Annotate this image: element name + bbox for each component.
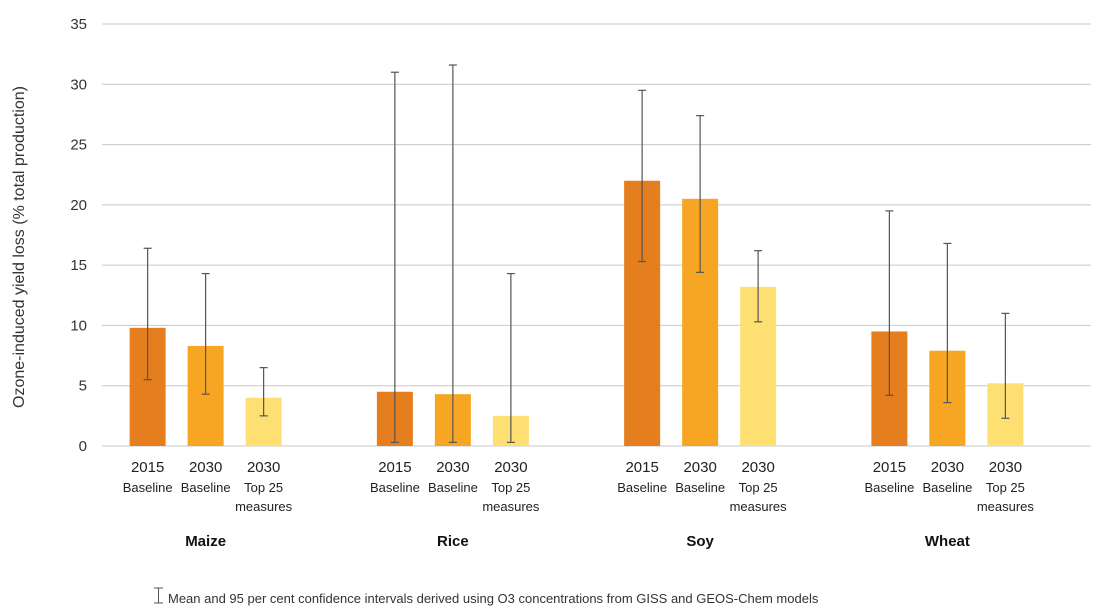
- x-label-scenario: Baseline: [617, 480, 667, 495]
- y-tick-label: 5: [79, 378, 87, 395]
- x-label-scenario: Baseline: [922, 480, 972, 495]
- x-label-scenario: measures: [977, 499, 1035, 514]
- error-bar: [754, 250, 763, 323]
- error-bar: [943, 242, 952, 404]
- x-label-scenario: Top 25: [986, 480, 1025, 495]
- x-label-year: 2015: [131, 459, 164, 476]
- y-tick-label: 15: [70, 257, 87, 274]
- error-bar: [448, 64, 457, 443]
- crop-label-soy: Soy: [686, 533, 714, 550]
- x-label-scenario: measures: [730, 499, 788, 514]
- error-bar: [143, 247, 152, 381]
- x-label-year: 2030: [989, 459, 1022, 476]
- error-bars: [143, 64, 1010, 443]
- x-label-scenario: measures: [482, 499, 540, 514]
- x-label-scenario: Top 25: [491, 480, 530, 495]
- x-label-year: 2015: [378, 459, 411, 476]
- error-bar: [885, 210, 894, 396]
- gridlines: [102, 23, 1091, 447]
- x-label-scenario: Baseline: [864, 480, 914, 495]
- x-label-scenario: Top 25: [244, 480, 283, 495]
- y-tick-label: 30: [70, 76, 87, 93]
- crop-label-wheat: Wheat: [925, 533, 970, 550]
- x-label-year: 2030: [494, 459, 527, 476]
- x-label-year: 2030: [741, 459, 774, 476]
- x-label-scenario: Top 25: [739, 480, 778, 495]
- x-label-year: 2015: [873, 459, 906, 476]
- x-label-scenario: Baseline: [123, 480, 173, 495]
- crop-label-maize: Maize: [185, 533, 226, 550]
- x-label-year: 2030: [189, 459, 222, 476]
- error-bar: [259, 367, 268, 417]
- footnote-text: Mean and 95 per cent confidence interval…: [168, 591, 819, 606]
- y-tick-label: 20: [70, 197, 87, 214]
- y-tick-label: 10: [70, 317, 87, 334]
- error-bar: [1001, 312, 1010, 419]
- x-label-scenario: Baseline: [675, 480, 725, 495]
- x-axis-labels: 2015 Baseline 2030 Baseline 2030 Top 25 measur…: [123, 459, 1035, 550]
- error-bar: [638, 89, 647, 263]
- error-bar: [506, 272, 515, 443]
- y-tick-label: 0: [79, 438, 87, 455]
- x-label-scenario: Baseline: [181, 480, 231, 495]
- y-tick-label: 35: [70, 16, 87, 33]
- error-bar: [696, 115, 705, 273]
- x-label-year: 2030: [683, 459, 716, 476]
- error-bar: [201, 272, 210, 395]
- y-tick-label: 25: [70, 137, 87, 154]
- crop-label-rice: Rice: [437, 533, 469, 550]
- footnote-legend: Mean and 95 per cent confidence interval…: [154, 587, 819, 606]
- x-label-scenario: measures: [235, 499, 293, 514]
- y-axis-label: Ozone-induced yield loss (% total produc…: [11, 86, 28, 408]
- x-label-year: 2030: [247, 459, 280, 476]
- x-label-scenario: Baseline: [428, 480, 478, 495]
- x-label-year: 2015: [625, 459, 658, 476]
- x-label-year: 2030: [931, 459, 964, 476]
- x-label-scenario: Baseline: [370, 480, 420, 495]
- error-bar: [390, 71, 399, 443]
- error-bar-legend-icon: [154, 587, 163, 604]
- y-axis-ticks: 0 5 10 15 20 25 30 35: [70, 16, 87, 455]
- x-label-year: 2030: [436, 459, 469, 476]
